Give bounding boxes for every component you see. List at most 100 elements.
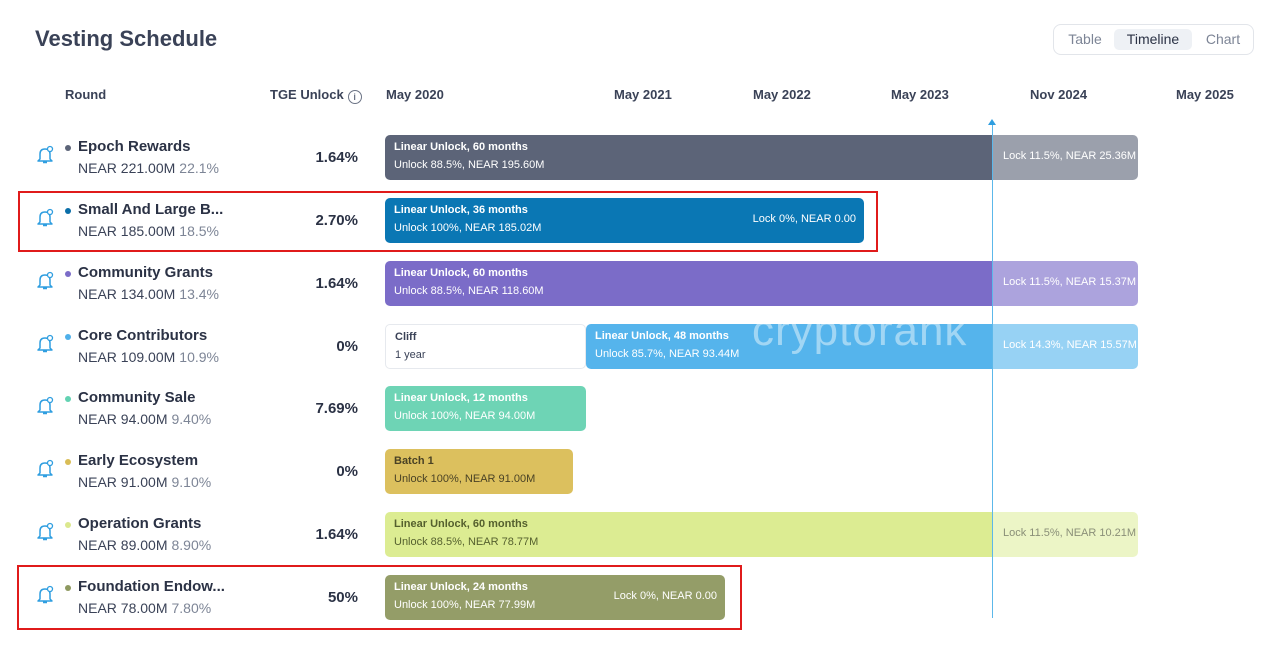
round-percent: 22.1%: [179, 160, 219, 176]
round-name[interactable]: Core Contributors: [78, 327, 208, 344]
info-icon[interactable]: i: [347, 90, 362, 104]
timeline-date: May 2022: [753, 87, 811, 102]
bell-icon[interactable]: [36, 334, 54, 354]
vesting-row: Operation Grants NEAR 89.00M 8.90% 1.64% …: [0, 501, 1280, 564]
round-amount: NEAR 134.00M 13.4%: [78, 286, 219, 302]
highlight-box: [18, 191, 878, 252]
tge-unlock-value: 1.64%: [315, 526, 358, 543]
unlock-title: Linear Unlock, 36 months: [394, 204, 528, 216]
tge-unlock-value: 1.64%: [315, 275, 358, 292]
lock-detail: Lock 11.5%, NEAR 25.36M: [1003, 150, 1137, 162]
tge-unlock-value: 7.69%: [315, 400, 358, 417]
round-color-dot: [65, 145, 71, 151]
vesting-row: Community Sale NEAR 94.00M 9.40% 7.69% Li…: [0, 375, 1280, 438]
vesting-row: Early Ecosystem NEAR 91.00M 9.10% 0% Batc…: [0, 438, 1280, 501]
unlock-detail: Unlock 100%, NEAR 91.00M: [394, 473, 536, 485]
page-title: Vesting Schedule: [35, 26, 218, 51]
round-amount-value: NEAR 89.00M: [78, 537, 168, 553]
vesting-row: Foundation Endow... NEAR 78.00M 7.80% 50%…: [0, 564, 1280, 627]
unlock-title: Linear Unlock, 48 months: [595, 330, 729, 342]
current-date-line: [992, 124, 993, 618]
unlock-bar[interactable]: Linear Unlock, 24 months Unlock 100%, NE…: [385, 575, 725, 620]
timeline-date: May 2023: [891, 87, 949, 102]
unlock-detail: Unlock 85.7%, NEAR 93.44M: [595, 348, 740, 360]
round-name[interactable]: Community Grants: [78, 264, 214, 281]
tge-unlock-value: 50%: [327, 589, 358, 606]
round-amount: NEAR 109.00M 10.9%: [78, 349, 219, 365]
bell-icon[interactable]: [36, 271, 54, 291]
round-amount: NEAR 94.00M 9.40%: [78, 411, 211, 427]
lock-detail: Lock 14.3%, NEAR 15.57M: [1003, 339, 1137, 351]
lock-detail: Lock 0%, NEAR 0.00: [752, 213, 856, 225]
round-color-dot: [65, 271, 71, 277]
vesting-row: Epoch Rewards NEAR 221.00M 22.1% 1.64% Li…: [0, 124, 1280, 187]
tge-unlock-label: TGE Unlock: [270, 87, 344, 102]
tab-table[interactable]: Table: [1068, 31, 1102, 47]
unlock-detail: Unlock 100%, NEAR 77.99M: [394, 599, 536, 611]
round-amount-value: NEAR 94.00M: [78, 411, 168, 427]
bell-icon[interactable]: [36, 459, 54, 479]
round-color-dot: [65, 396, 71, 402]
lock-bar[interactable]: Lock 11.5%, NEAR 15.37M: [993, 261, 1138, 306]
round-amount: NEAR 91.00M 9.10%: [78, 474, 211, 490]
tge-unlock-value: 2.70%: [315, 212, 358, 229]
cliff-bar[interactable]: Cliff 1 year: [385, 324, 586, 369]
unlock-detail: Unlock 88.5%, NEAR 118.60M: [394, 285, 544, 297]
unlock-bar[interactable]: Batch 1 Unlock 100%, NEAR 91.00M: [385, 449, 573, 494]
tab-chart[interactable]: Chart: [1205, 31, 1241, 47]
round-amount-value: NEAR 109.00M: [78, 349, 176, 365]
unlock-bar[interactable]: Linear Unlock, 60 months Unlock 88.5%, N…: [385, 261, 993, 306]
round-percent: 8.90%: [171, 537, 212, 553]
unlock-bar[interactable]: Linear Unlock, 60 months Unlock 88.5%, N…: [385, 135, 993, 180]
unlock-bar[interactable]: Linear Unlock, 36 months Unlock 100%, NE…: [385, 198, 864, 243]
round-amount: NEAR 89.00M 8.90%: [78, 537, 211, 553]
round-color-dot: [65, 522, 71, 528]
round-amount-value: NEAR 221.00M: [78, 160, 176, 176]
round-name[interactable]: Epoch Rewards: [78, 138, 191, 155]
lock-bar[interactable]: Lock 14.3%, NEAR 15.57M: [993, 324, 1138, 369]
unlock-title: Linear Unlock, 12 months: [394, 392, 528, 404]
timeline-date: May 2020: [386, 87, 444, 102]
round-amount: NEAR 221.00M 22.1%: [78, 160, 219, 176]
bell-icon[interactable]: [36, 396, 54, 416]
vesting-row: Small And Large B... NEAR 185.00M 18.5% 2…: [0, 187, 1280, 250]
round-color-dot: [65, 208, 71, 214]
round-name[interactable]: Early Ecosystem: [78, 452, 199, 469]
watermark-logo: cryptorank: [752, 306, 968, 355]
unlock-bar[interactable]: Linear Unlock, 12 months Unlock 100%, NE…: [385, 386, 586, 431]
unlock-bar[interactable]: Linear Unlock, 48 months Unlock 85.7%, N…: [586, 324, 993, 369]
round-name[interactable]: Small And Large B...: [78, 201, 224, 218]
round-name[interactable]: Operation Grants: [78, 515, 202, 532]
round-amount-value: NEAR 91.00M: [78, 474, 168, 490]
cliff-detail: 1 year: [395, 349, 426, 361]
lock-bar[interactable]: Lock 11.5%, NEAR 10.21M: [993, 512, 1138, 557]
timeline-date: Nov 2024: [1030, 87, 1088, 102]
lock-detail: Lock 11.5%, NEAR 15.37M: [1003, 276, 1137, 288]
round-amount-value: NEAR 134.00M: [78, 286, 176, 302]
round-percent: 13.4%: [179, 286, 219, 302]
round-name[interactable]: Foundation Endow...: [78, 578, 225, 595]
bell-icon[interactable]: [36, 208, 54, 228]
round-percent: 9.10%: [171, 474, 212, 490]
bell-icon[interactable]: [36, 585, 54, 605]
tge-unlock-value: 0%: [336, 463, 358, 480]
lock-bar[interactable]: Lock 11.5%, NEAR 25.36M: [993, 135, 1138, 180]
tge-unlock-value: 0%: [336, 338, 358, 355]
unlock-title: Linear Unlock, 24 months: [394, 581, 528, 593]
unlock-detail: Unlock 88.5%, NEAR 78.77M: [394, 536, 539, 548]
unlock-title: Batch 1: [394, 455, 434, 467]
round-percent: 7.80%: [171, 600, 212, 616]
unlock-title: Linear Unlock, 60 months: [394, 267, 528, 279]
bell-icon[interactable]: [36, 522, 54, 542]
bell-icon[interactable]: [36, 145, 54, 165]
round-name[interactable]: Community Sale: [78, 389, 196, 406]
unlock-bar[interactable]: Linear Unlock, 60 months Unlock 88.5%, N…: [385, 512, 993, 557]
round-amount-value: NEAR 185.00M: [78, 223, 176, 239]
current-date-marker-icon: [988, 119, 996, 125]
tab-timeline[interactable]: Timeline: [1114, 29, 1192, 50]
round-amount: NEAR 78.00M 7.80%: [78, 600, 211, 616]
unlock-detail: Unlock 100%, NEAR 185.02M: [394, 222, 542, 234]
timeline-date: May 2021: [614, 87, 672, 102]
highlight-box: [17, 565, 742, 630]
round-percent: 18.5%: [179, 223, 219, 239]
